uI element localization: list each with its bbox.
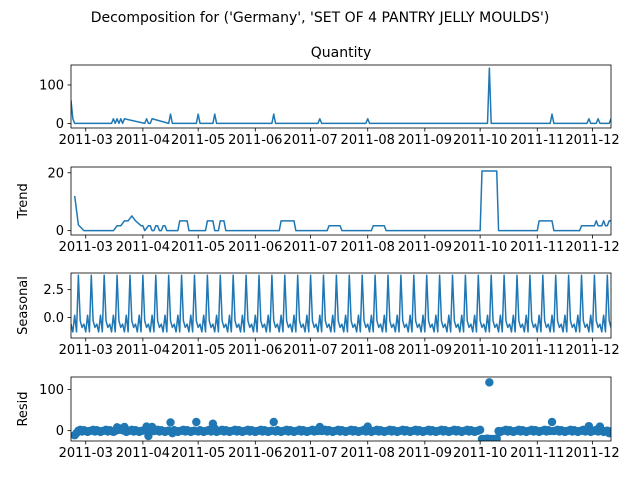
figure-suptitle: Decomposition for ('Germany', 'SET OF 4 … [91, 10, 550, 26]
y-axis-label: Trend [16, 183, 31, 220]
x-tick-label: 2011-04 [116, 240, 170, 255]
y-tick-label: 100 [39, 78, 64, 93]
series-line [71, 274, 611, 333]
resid-point [166, 418, 175, 427]
y-axis-label: Seasonal [16, 276, 31, 335]
axes-frame [70, 64, 612, 129]
x-tick-label: 2011-07 [283, 446, 337, 461]
x-tick-label: 2011-11 [510, 343, 564, 358]
x-tick-label: 2011-04 [116, 446, 170, 461]
subplot-title: Quantity [311, 45, 372, 61]
x-tick-label: 2011-07 [283, 133, 337, 148]
y-tick-label: 0 [56, 117, 64, 132]
x-tick-label: 2011-03 [59, 343, 113, 358]
series-line [71, 67, 611, 125]
resid-point [606, 427, 611, 436]
data-marks [71, 274, 611, 333]
y-axis-label: Resid [16, 391, 31, 426]
x-tick-label: 2011-10 [453, 343, 507, 358]
x-tick-label: 2011-03 [59, 133, 113, 148]
x-tick-label: 2011-05 [171, 446, 225, 461]
x-tick-label: 2011-11 [510, 446, 564, 461]
x-tick-label: 2011-12 [565, 133, 619, 148]
x-tick-label: 2011-08 [341, 446, 395, 461]
data-marks [73, 170, 611, 232]
x-tick-label: 2011-08 [341, 240, 395, 255]
resid-point [485, 378, 494, 387]
x-tick-label: 2011-10 [453, 133, 507, 148]
y-tick-label: 2.5 [43, 283, 64, 298]
resid-point [475, 425, 485, 435]
y-tick-label: 20 [47, 166, 64, 181]
x-tick-label: 2011-10 [453, 446, 507, 461]
x-tick-label: 2011-07 [283, 343, 337, 358]
y-tick-label: 100 [39, 383, 64, 398]
resid-point [192, 417, 201, 427]
x-tick-label: 2011-06 [228, 133, 282, 148]
x-tick-label: 2011-06 [228, 343, 282, 358]
resid-point [492, 434, 501, 441]
x-tick-label: 2011-12 [565, 240, 619, 255]
axes-frame [70, 376, 612, 442]
x-tick-label: 2011-03 [59, 446, 113, 461]
x-tick-label: 2011-08 [341, 343, 395, 358]
x-tick-label: 2011-11 [510, 133, 564, 148]
x-tick-label: 2011-06 [228, 446, 282, 461]
x-tick-label: 2011-04 [116, 133, 170, 148]
y-tick-label: 0 [56, 424, 64, 439]
x-tick-label: 2011-11 [510, 240, 564, 255]
axes-frame [70, 272, 612, 339]
x-tick-label: 2011-09 [398, 240, 452, 255]
x-tick-label: 2011-07 [283, 240, 337, 255]
series-line [73, 170, 611, 232]
x-tick-label: 2011-08 [341, 133, 395, 148]
resid-point [547, 417, 557, 427]
data-marks [71, 378, 611, 441]
y-tick-label: 0.0 [43, 311, 64, 326]
x-tick-label: 2011-12 [565, 446, 619, 461]
x-tick-label: 2011-12 [565, 343, 619, 358]
axes-frame [70, 166, 612, 236]
x-tick-label: 2011-05 [171, 240, 225, 255]
x-tick-label: 2011-09 [398, 343, 452, 358]
x-tick-label: 2011-03 [59, 240, 113, 255]
x-tick-label: 2011-05 [171, 343, 225, 358]
x-tick-label: 2011-04 [116, 343, 170, 358]
subplot-1: Quantity 0 100 2011-03 2011-04 2011-05 2011-06… [39, 45, 620, 148]
data-marks [71, 67, 611, 125]
x-tick-label: 2011-06 [228, 240, 282, 255]
resid-point [269, 417, 278, 427]
x-tick-label: 2011-09 [398, 446, 452, 461]
x-tick-label: 2011-05 [171, 133, 225, 148]
x-tick-label: 2011-09 [398, 133, 452, 148]
x-tick-label: 2011-10 [453, 240, 507, 255]
y-tick-label: 0 [56, 224, 64, 239]
